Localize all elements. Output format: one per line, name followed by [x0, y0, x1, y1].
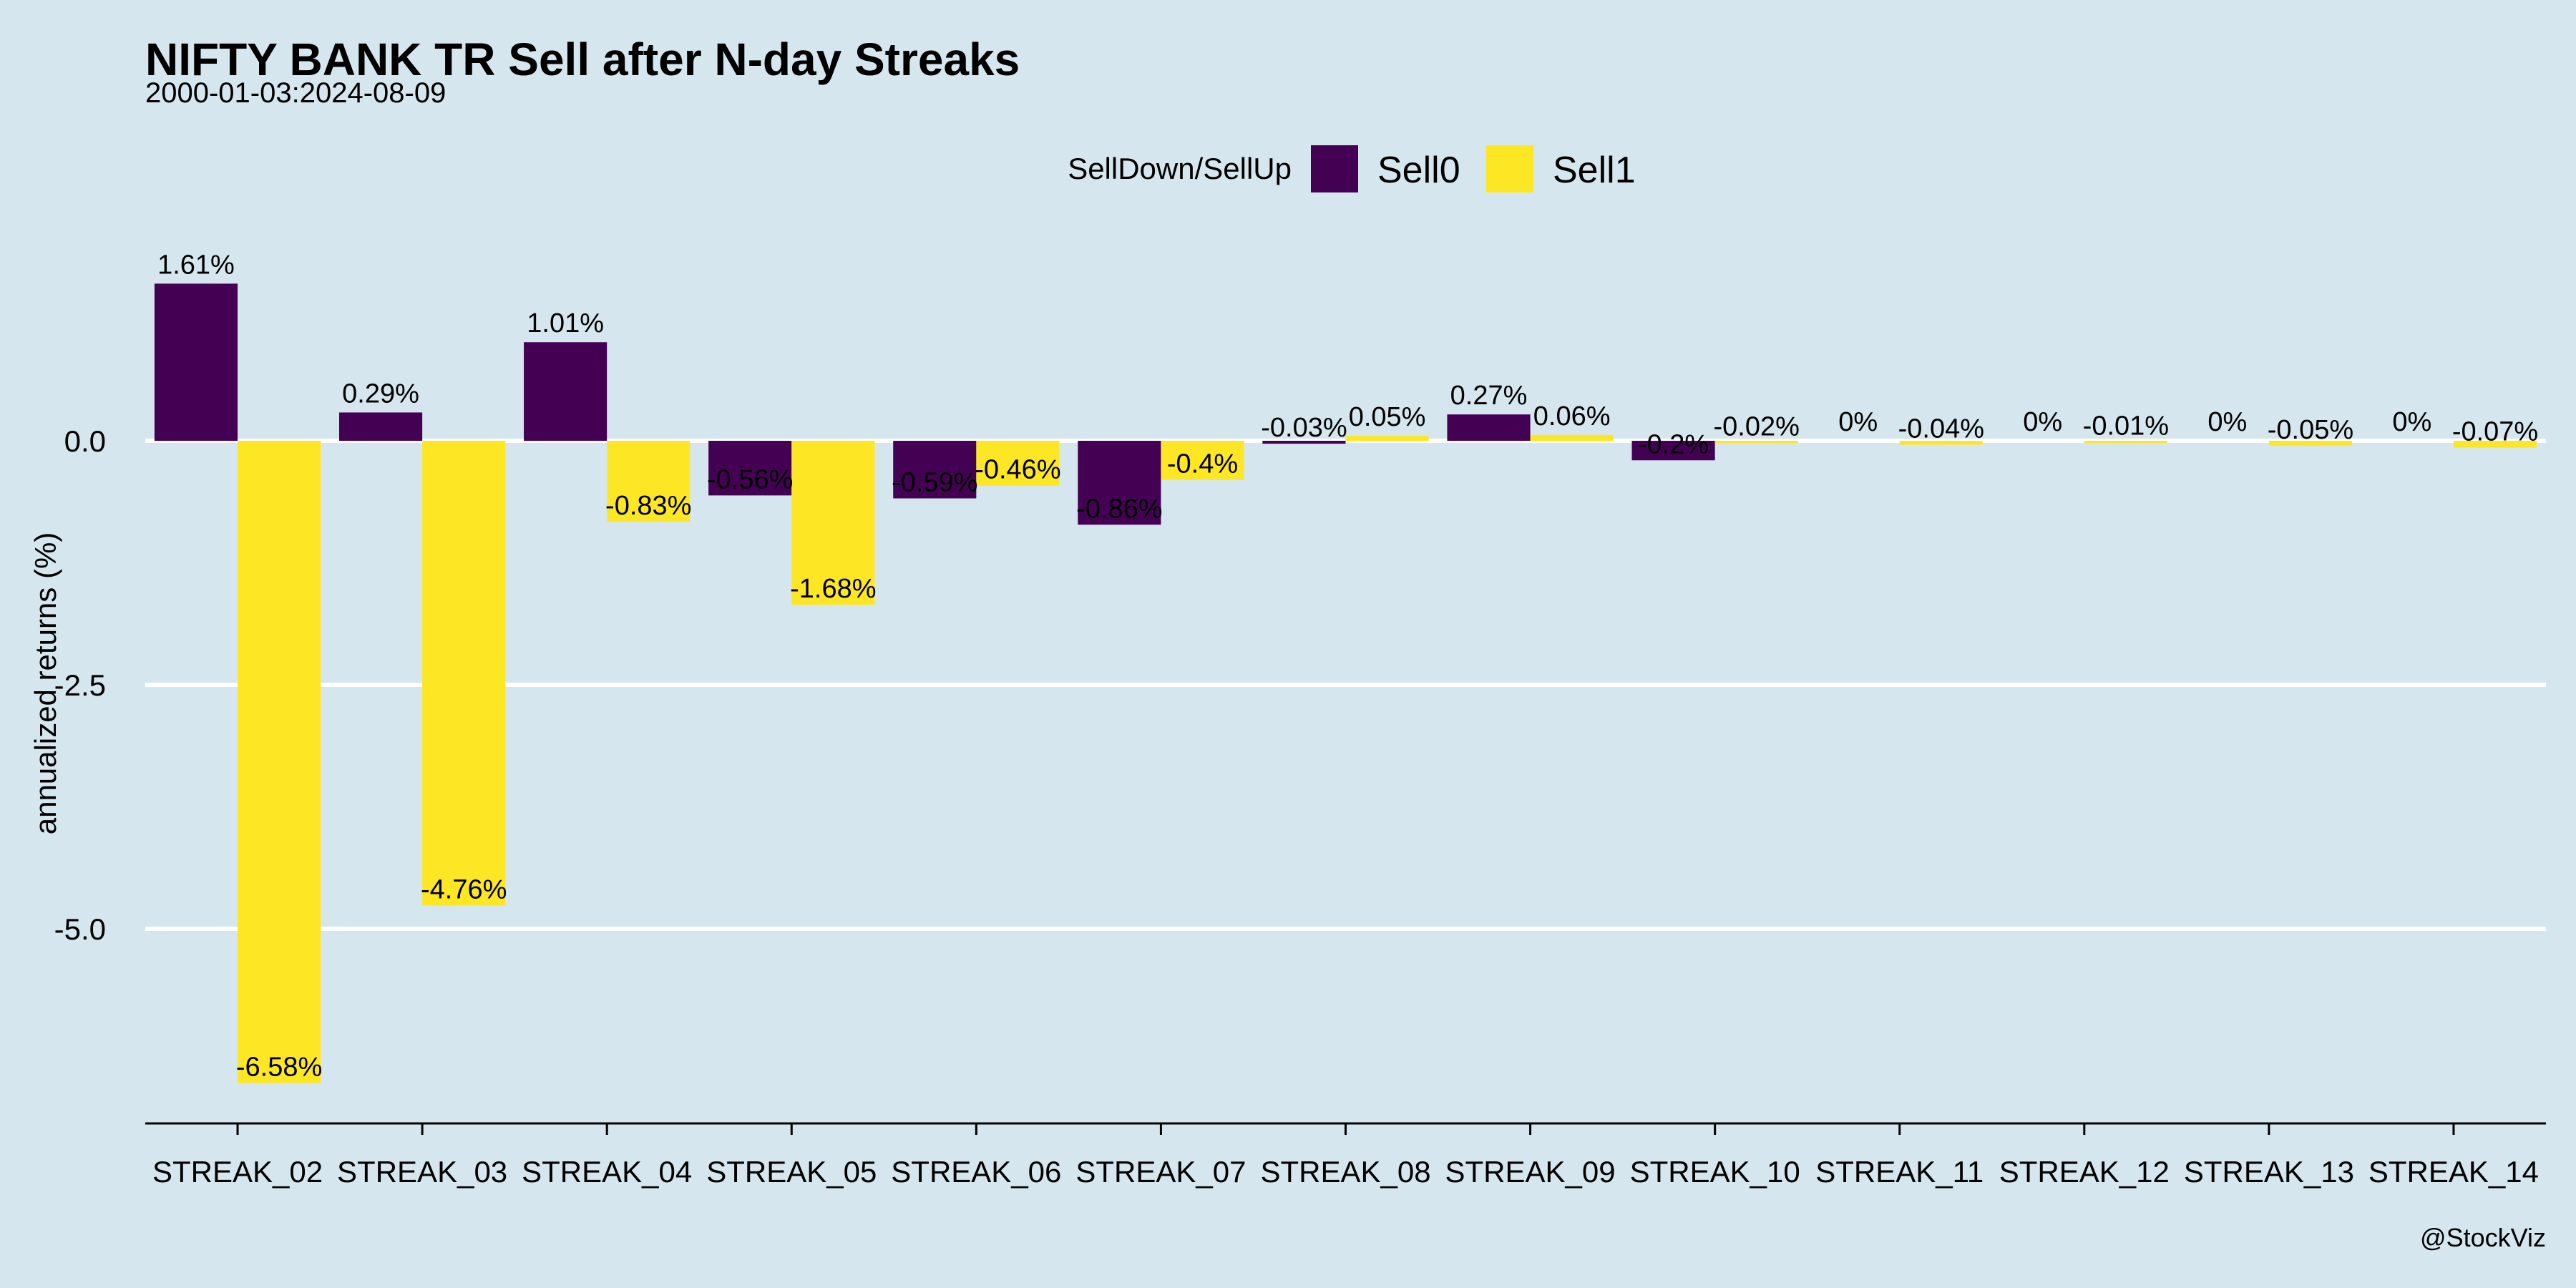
x-tick-label: STREAK_03	[337, 1155, 507, 1189]
bar-sell0-streak_04	[524, 342, 608, 441]
data-label-sell0: 0%	[2023, 407, 2062, 437]
data-label-sell1: -0.46%	[975, 455, 1060, 485]
data-label-sell0: 0%	[1838, 407, 1878, 437]
bar-sell1-streak_04	[607, 441, 691, 522]
bar-sell0-streak_09	[1447, 414, 1531, 441]
bar-sell0-streak_03	[338, 412, 423, 441]
bar-sell1-streak_14	[2453, 441, 2537, 448]
data-label-sell0: 1.61%	[157, 250, 235, 280]
chart-subtitle: 2000-01-03:2024-08-09	[145, 77, 446, 109]
data-label-sell1: -6.58%	[236, 1053, 322, 1083]
bar-sell0-streak_02	[154, 283, 238, 441]
bar-sell1-streak_10	[1714, 441, 1798, 443]
legend-swatch-sell0	[1311, 145, 1358, 192]
x-tick-label: STREAK_14	[2368, 1155, 2539, 1189]
bar-sell0-streak_08	[1262, 441, 1346, 444]
x-tick-label: STREAK_05	[706, 1155, 877, 1189]
bar-sell0-streak_07	[1078, 441, 1161, 525]
legend-label-sell0: Sell0	[1377, 150, 1460, 191]
data-label-sell1: -0.83%	[605, 491, 691, 521]
data-label-sell0: 0%	[2207, 407, 2247, 437]
bar-sell0-streak_10	[1631, 441, 1715, 461]
data-label-sell0: -0.56%	[707, 464, 793, 494]
x-tick-label: STREAK_10	[1630, 1155, 1800, 1189]
data-label-sell0: -0.59%	[892, 467, 977, 497]
data-label-sell0: 1.01%	[527, 308, 604, 338]
data-label-sell1: -4.76%	[421, 874, 507, 904]
data-label-sell0: 0.27%	[1450, 381, 1528, 411]
data-label-sell1: -0.07%	[2452, 417, 2538, 447]
bar-sell1-streak_13	[2268, 441, 2353, 446]
y-axis-ticks: 0.0 -2.5 -5.0	[54, 424, 106, 946]
y-tick-label: 0.0	[64, 424, 106, 458]
legend-title: SellDown/SellUp	[1068, 152, 1292, 185]
bar-sell1-streak_12	[2084, 441, 2167, 443]
legend-swatch-sell1	[1486, 145, 1533, 192]
x-tick-label: STREAK_09	[1445, 1155, 1616, 1189]
data-label-sell1: -0.02%	[1714, 412, 1800, 442]
legend-label-sell1: Sell1	[1553, 150, 1636, 191]
x-tick-label: STREAK_06	[891, 1155, 1061, 1189]
x-axis-ticks: STREAK_02 STREAK_03 STREAK_04 STREAK_05 STRE…	[152, 1123, 2539, 1189]
data-label-sell1: -1.68%	[790, 574, 876, 604]
bars	[154, 283, 2537, 1083]
bar-sell1-streak_07	[1161, 441, 1244, 480]
data-label-sell1: -0.01%	[2083, 411, 2169, 441]
bar-sell1-streak_02	[238, 441, 321, 1083]
data-label-sell0: -0.86%	[1076, 494, 1162, 524]
x-tick-label: STREAK_07	[1075, 1155, 1246, 1189]
x-tick-label: STREAK_04	[522, 1155, 692, 1189]
data-label-sell0: 0.29%	[342, 379, 419, 409]
x-tick-label: STREAK_11	[1815, 1155, 1984, 1189]
caption: @StockViz	[2420, 1223, 2546, 1252]
y-tick-label: -2.5	[54, 668, 106, 702]
data-label-sell1: 0.06%	[1533, 401, 1611, 431]
bar-sell1-streak_05	[791, 441, 875, 605]
y-tick-label: -5.0	[54, 912, 106, 946]
data-label-sell1: -0.4%	[1167, 449, 1238, 479]
chart-title: NIFTY BANK TR Sell after N-day Streaks	[145, 34, 1020, 85]
data-label-sell0: -0.03%	[1261, 413, 1347, 443]
x-tick-label: STREAK_08	[1260, 1155, 1430, 1189]
bar-sell1-streak_06	[976, 441, 1060, 486]
x-tick-label: STREAK_13	[2184, 1155, 2354, 1189]
data-label-sell0: 0%	[2392, 407, 2431, 437]
bar-sell1-streak_09	[1530, 434, 1614, 441]
data-label-sell1: -0.05%	[2268, 415, 2353, 445]
x-tick-label: STREAK_02	[152, 1155, 323, 1189]
x-tick-label: STREAK_12	[1999, 1155, 2170, 1189]
data-label-sell1: -0.04%	[1898, 414, 1984, 444]
bar-sell1-streak_11	[1899, 441, 1983, 445]
bar-sell1-streak_08	[1345, 436, 1429, 441]
bar-sell0-streak_06	[893, 441, 977, 499]
bar-sell0-streak_05	[708, 441, 792, 496]
data-label-sell1: 0.05%	[1349, 402, 1426, 432]
data-labels: 1.61% -6.58% 0.29% -4.76% 1.01% -0.83% -0.56% -…	[157, 250, 2538, 1082]
data-label-sell0: -0.2%	[1638, 429, 1709, 459]
legend: SellDown/SellUp Sell0 Sell1	[1068, 145, 1636, 192]
y-axis-label: annualized returns (%)	[29, 532, 62, 835]
bar-sell1-streak_03	[422, 441, 506, 906]
